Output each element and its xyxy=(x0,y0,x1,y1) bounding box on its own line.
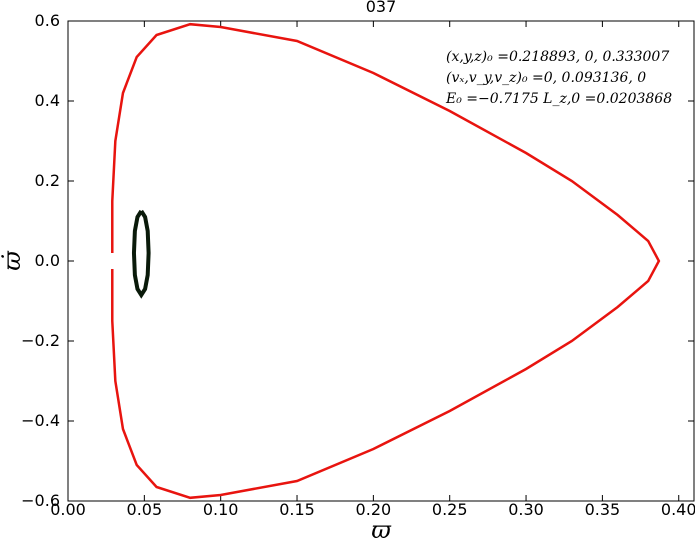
y-tick-label: 0.6 xyxy=(35,11,60,30)
annotation: (x,y,z)₀ =0.218893, 0, 0.333007 xyxy=(446,49,669,65)
x-tick-label: 0.40 xyxy=(661,500,695,519)
x-axis-label: ϖ xyxy=(371,516,392,539)
y-tick-label: 0.4 xyxy=(35,91,60,110)
y-tick-label: −0.6 xyxy=(21,491,60,510)
x-tick-label: 0.15 xyxy=(279,500,315,519)
y-tick-label: −0.2 xyxy=(21,331,60,350)
x-tick-label: 0.35 xyxy=(585,500,621,519)
curve xyxy=(111,22,661,500)
plot-frame xyxy=(67,20,695,502)
x-tick-label: 0.05 xyxy=(127,500,163,519)
y-tick-label: −0.4 xyxy=(21,411,60,430)
x-tick-label: 0.10 xyxy=(203,500,239,519)
x-tick-label: 0.00 xyxy=(50,500,86,519)
annotation: E₀ =−0.7175 L_z,0 =0.0203868 xyxy=(445,91,672,107)
curve xyxy=(131,209,151,299)
y-tick-label: 0.2 xyxy=(35,171,60,190)
y-axis-label: ϖ̇ xyxy=(0,250,26,271)
annotation: (vₓ,v_y,v_z)₀ =0, 0.093136, 0 xyxy=(446,70,646,86)
x-tick-label: 0.25 xyxy=(432,500,468,519)
x-tick-label: 0.20 xyxy=(356,500,392,519)
x-tick-label: 0.30 xyxy=(508,500,544,519)
chart-title: 037 xyxy=(366,0,397,16)
y-tick-label: 0.0 xyxy=(35,251,60,270)
